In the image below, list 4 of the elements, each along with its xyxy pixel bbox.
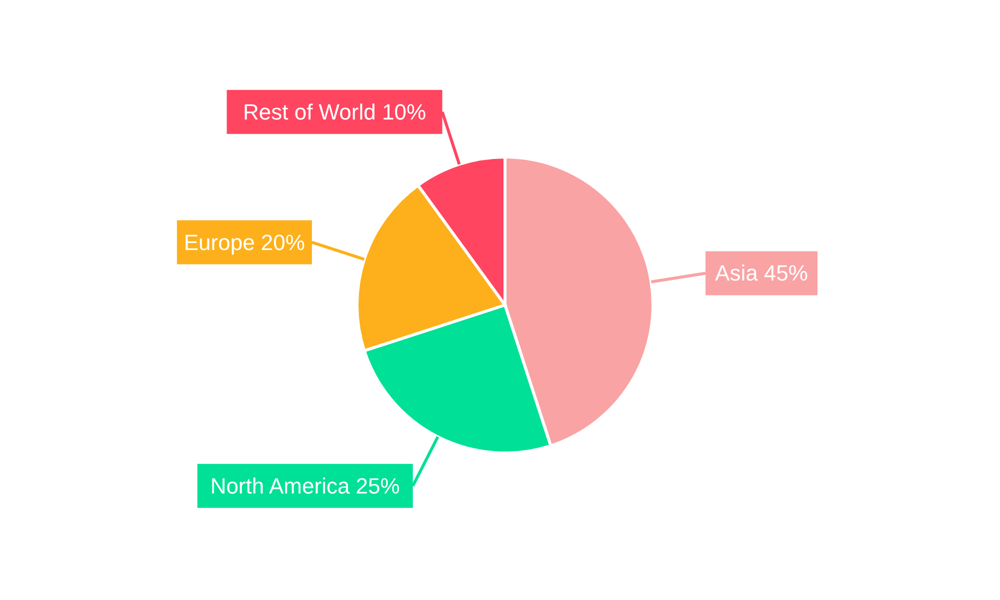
slice-label: North America 25% <box>210 473 400 498</box>
slice-label: Asia 45% <box>715 260 808 286</box>
slice-label: Europe 20% <box>184 230 305 255</box>
slice-label: Rest of World 10% <box>243 99 426 124</box>
